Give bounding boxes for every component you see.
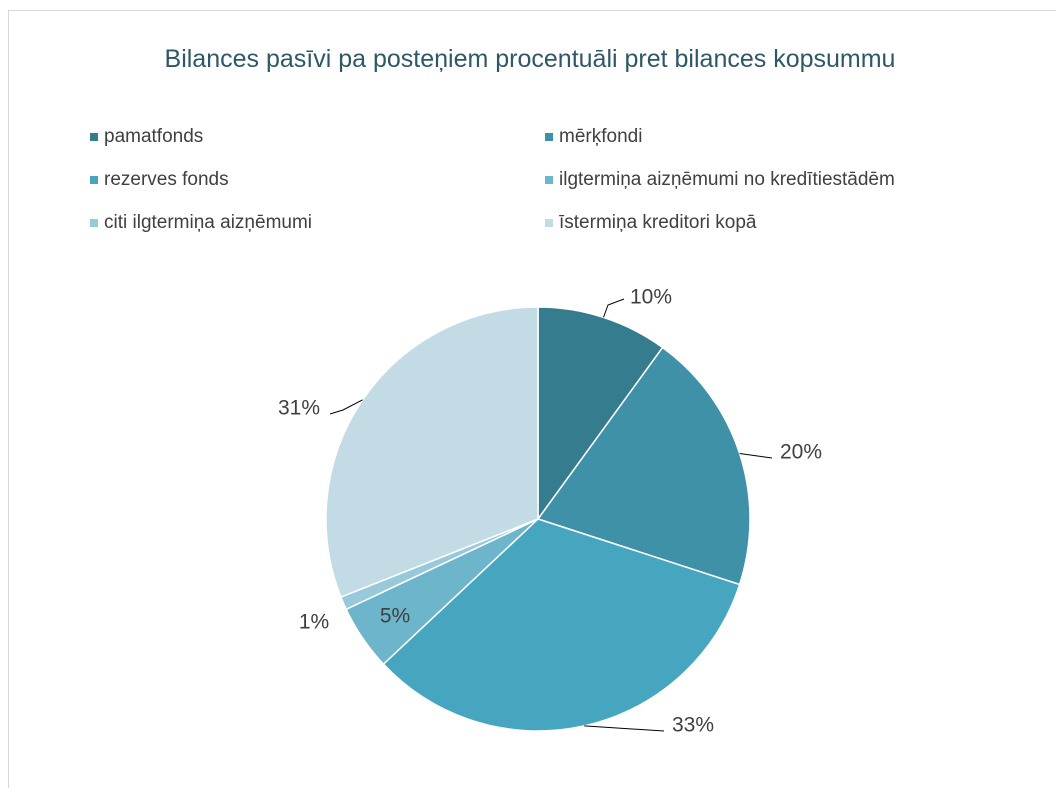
legend-item: pamatfonds	[90, 126, 203, 148]
legend-label: īstermiņa kreditori kopā	[559, 212, 757, 233]
legend-label: mērķfondi	[559, 126, 643, 147]
chart-frame	[8, 10, 1056, 788]
legend-item: īstermiņa kreditori kopā	[545, 212, 756, 234]
legend-label: ilgtermiņa aizņēmumi no kredītiestādēm	[559, 169, 895, 190]
leader-line	[584, 725, 665, 732]
legend-label: rezerves fonds	[104, 169, 229, 190]
pie-slice	[382, 518, 741, 732]
legend-swatch	[545, 133, 553, 141]
pie-slice	[325, 306, 539, 599]
legend-label: citi ilgtermiņa aizņēmumi	[104, 212, 313, 233]
data-label: 1%	[299, 611, 329, 634]
pie-slice	[537, 306, 664, 522]
leader-line	[329, 399, 363, 415]
legend-swatch	[90, 219, 98, 227]
legend-item: mērķfondi	[545, 126, 642, 148]
data-label: 10%	[630, 286, 672, 309]
data-label: 31%	[278, 397, 320, 420]
data-label: 20%	[780, 441, 822, 464]
legend-swatch	[90, 176, 98, 184]
data-label: 33%	[672, 714, 714, 737]
legend-swatch	[90, 133, 98, 141]
legend-swatch	[545, 219, 553, 227]
data-label: 5%	[380, 605, 410, 628]
legend-swatch	[545, 176, 553, 184]
legend-item: ilgtermiņa aizņēmumi no kredītiestādēm	[545, 169, 895, 191]
legend-item: citi ilgtermiņa aizņēmumi	[90, 212, 312, 234]
leader-line	[603, 298, 625, 318]
legend-label: pamatfonds	[104, 126, 204, 147]
chart-title: Bilances pasīvi pa posteņiem procentuāli…	[164, 45, 896, 73]
leader-line	[739, 452, 773, 459]
legend-item: rezerves fonds	[90, 169, 229, 191]
